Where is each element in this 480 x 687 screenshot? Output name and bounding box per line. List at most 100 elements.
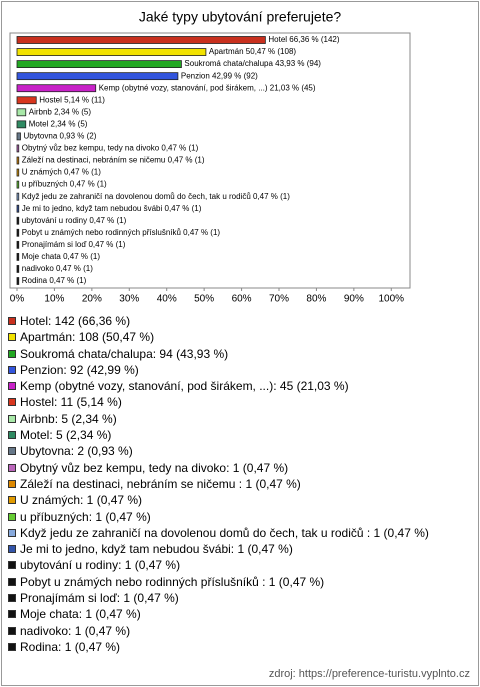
legend-label: nadivoko: 1 (0,47 %) — [20, 623, 131, 638]
bar — [16, 96, 37, 105]
x-tick-label: 10% — [44, 294, 64, 305]
x-tick-label: 70% — [269, 294, 289, 305]
bar — [16, 228, 20, 237]
legend-item: Obytný vůz bez kempu, tedy na divoko: 1 … — [8, 460, 468, 476]
value-label: Motel 2,34 % (5) — [29, 119, 88, 128]
legend: Hotel: 142 (66,36 %) Apartmán: 108 (50,47… — [8, 313, 468, 655]
legend-label: Hostel: 11 (5,14 %) — [20, 395, 122, 410]
value-label: Penzion 42,99 % (92) — [181, 71, 258, 80]
legend-label: Kemp (obytné vozy, stanování, pod širáke… — [20, 379, 349, 394]
legend-swatch — [8, 431, 16, 440]
x-tick-label: 60% — [232, 294, 252, 305]
bar — [16, 277, 20, 285]
legend-item: u příbuzných: 1 (0,47 %) — [8, 509, 468, 525]
value-label: Apartmán 50,47 % (108) — [209, 47, 296, 56]
value-label: Rodina 0,47 % (1) — [22, 276, 87, 285]
legend-label: Hotel: 142 (66,36 %) — [20, 314, 131, 328]
legend-item: nadivoko: 1 (0,47 %) — [8, 623, 468, 639]
bar — [16, 156, 20, 165]
value-label: nadivoko 0,47 % (1) — [22, 264, 93, 273]
legend-label: Obytný vůz bez kempu, tedy na divoko: 1 … — [20, 460, 289, 475]
legend-item: Hostel: 11 (5,14 %) — [8, 394, 468, 410]
legend-label: Rodina: 1 (0,47 %) — [20, 639, 121, 654]
bar — [16, 168, 20, 177]
x-tick-label: 90% — [344, 294, 364, 305]
legend-swatch — [8, 463, 16, 472]
value-label: Hotel 66,36 % (142) — [268, 35, 339, 44]
value-label: Hostel 5,14 % (11) — [39, 95, 105, 104]
bar — [16, 48, 207, 56]
x-tick-label: 80% — [306, 294, 326, 305]
legend-label: Ubytovna: 2 (0,93 %) — [20, 444, 133, 459]
value-label: Airbnb 2,34 % (5) — [29, 107, 92, 116]
legend-swatch — [8, 317, 16, 325]
bar — [16, 36, 266, 44]
legend-item: Je mi to jedno, když tam nebudou švábi: … — [8, 541, 468, 557]
legend-label: Apartmán: 108 (50,47 %) — [20, 330, 155, 345]
legend-label: Je mi to jedno, když tam nebudou švábi: … — [20, 542, 293, 557]
legend-swatch — [8, 365, 16, 374]
legend-item: Penzion: 92 (42,99 %) — [8, 362, 468, 378]
value-label: u příbuzných 0,47 % (1) — [22, 180, 107, 189]
legend-swatch — [8, 382, 16, 391]
legend-swatch — [8, 577, 16, 586]
legend-label: Soukromá chata/chalupa: 94 (43,93 %) — [20, 346, 229, 361]
x-tick-label: 30% — [119, 294, 139, 305]
legend-label: u příbuzných: 1 (0,47 %) — [20, 509, 151, 524]
legend-item: Rodina: 1 (0,47 %) — [8, 639, 468, 655]
legend-swatch — [8, 528, 16, 537]
legend-swatch — [8, 545, 16, 554]
value-label: Záleží na destinaci, nebráním se ničemu … — [22, 156, 205, 165]
legend-item: Kemp (obytné vozy, stanování, pod širáke… — [8, 378, 468, 394]
legend-swatch — [8, 479, 16, 488]
x-tick-label: 50% — [194, 294, 214, 305]
value-label: Kemp (obytné vozy, stanování, pod širáke… — [99, 83, 316, 92]
bar — [16, 132, 21, 141]
value-label: Obytný vůz bez kempu, tedy na divoko 0,4… — [22, 144, 199, 153]
legend-swatch — [8, 642, 16, 651]
legend-swatch — [8, 349, 16, 358]
legend-swatch — [8, 626, 16, 635]
legend-swatch — [8, 496, 16, 505]
bar — [16, 108, 27, 117]
legend-item: Airbnb: 5 (2,34 %) — [8, 411, 468, 427]
legend-swatch — [8, 333, 16, 342]
bar — [16, 72, 179, 81]
legend-label: Pobyt u známých nebo rodinných příslušní… — [20, 574, 325, 589]
legend-label: ubytování u rodiny: 1 (0,47 %) — [20, 558, 181, 573]
legend-item: Soukromá chata/chalupa: 94 (43,93 %) — [8, 346, 468, 362]
legend-swatch — [8, 414, 16, 423]
legend-item: Moje chata: 1 (0,47 %) — [8, 606, 468, 622]
bar — [16, 120, 27, 129]
legend-item: Hotel: 142 (66,36 %) — [8, 313, 468, 329]
bar — [16, 144, 20, 153]
legend-item: Záleží na destinaci, nebráním se ničemu … — [8, 476, 468, 492]
legend-label: Moje chata: 1 (0,47 %) — [20, 607, 141, 622]
value-label: Moje chata 0,47 % (1) — [22, 252, 101, 261]
legend-label: Motel: 5 (2,34 %) — [20, 428, 112, 443]
bar — [16, 60, 182, 68]
x-tick-label: 40% — [157, 294, 177, 305]
legend-swatch — [8, 398, 16, 407]
x-tick-label: 0% — [10, 294, 25, 305]
legend-item: U známých: 1 (0,47 %) — [8, 492, 468, 508]
x-tick-label: 100% — [378, 294, 404, 305]
value-label: Když jedu ze zahraničí na dovolenou domů… — [22, 192, 290, 201]
legend-item: Pronajímám si loď: 1 (0,47 %) — [8, 590, 468, 606]
legend-swatch — [8, 512, 16, 521]
value-label: Pronajímám si loď 0,47 % (1) — [22, 240, 126, 249]
legend-label: Penzion: 92 (42,99 %) — [20, 362, 139, 377]
legend-label: Pronajímám si loď: 1 (0,47 %) — [20, 591, 179, 606]
chart: Jaké typy ubytování preferujete? 0% 10% 20… — [9, 9, 411, 305]
legend-item: Když jedu ze zahraničí na dovolenou domů… — [8, 525, 468, 541]
value-label: Je mi to jedno, když tam nebudou švábi 0… — [22, 204, 202, 213]
value-label: ubytování u rodiny 0,47 % (1) — [22, 216, 127, 225]
legend-label: Airbnb: 5 (2,34 %) — [20, 411, 117, 426]
legend-swatch — [8, 561, 16, 570]
bar — [16, 180, 20, 189]
x-tick-label: 20% — [82, 294, 102, 305]
legend-item: Ubytovna: 2 (0,93 %) — [8, 443, 468, 459]
legend-item: Motel: 5 (2,34 %) — [8, 427, 468, 443]
bar — [16, 204, 20, 213]
